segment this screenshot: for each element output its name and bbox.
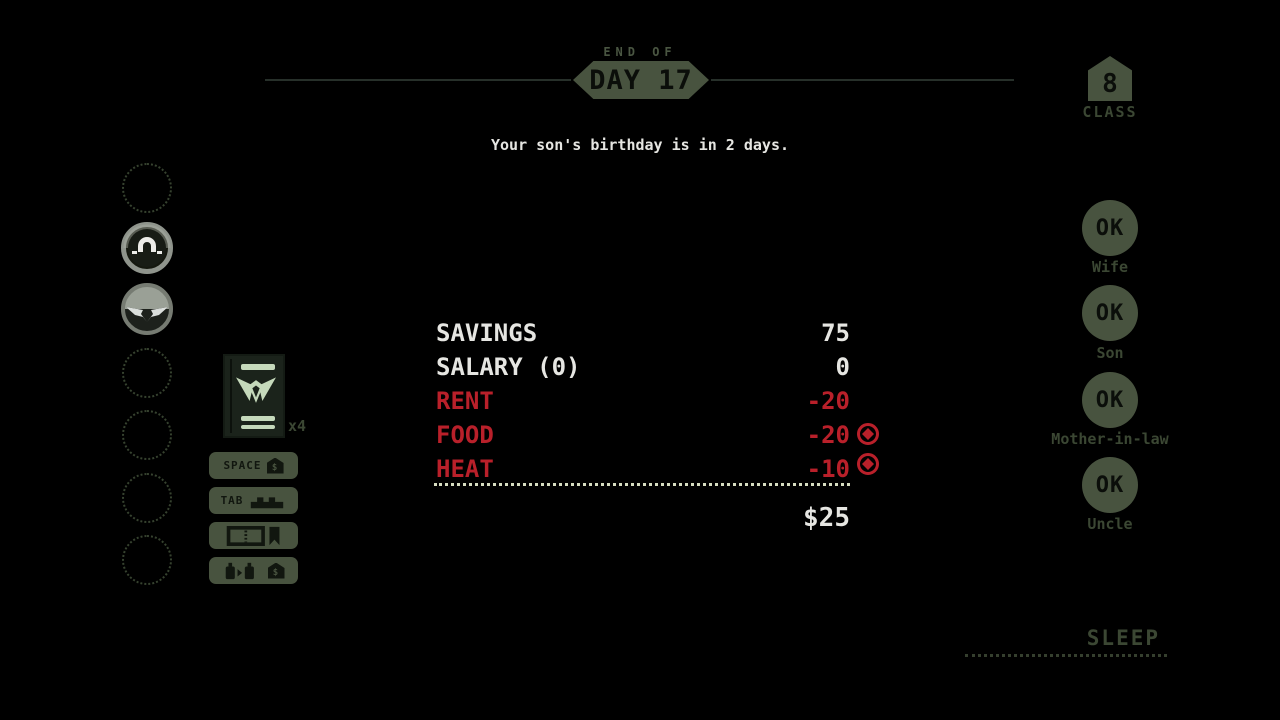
move-belongings-button[interactable]: $ [209,557,298,584]
token-slot-empty-2 [122,348,172,398]
space-key-label: SPACE [223,459,262,472]
budget-label: HEAT [436,455,494,483]
rulebook-button[interactable] [209,522,298,549]
budget-label: FOOD [436,421,494,449]
budget-value: -20 [806,387,850,415]
passport-text-bar-2 [241,425,275,429]
token-slot-empty-1 [122,163,172,213]
passport-eagle-icon [236,377,276,403]
class-house-icon: 8 [1088,56,1132,101]
tab-checkpoint-button[interactable]: TAB [209,487,298,514]
budget-total-divider [434,483,850,486]
member-name-mother-in-law: Mother-in-law [1051,430,1169,448]
space-upgrade-button[interactable]: SPACE $ [209,452,298,479]
header-divider-left [265,79,571,81]
token-slot-empty-5 [122,535,172,585]
passport-title-bar [241,364,275,370]
budget-row-food: FOOD -20 [434,421,850,449]
food-toggle-button[interactable] [857,423,879,445]
budget-total: $25 [803,503,850,533]
budget-row-heat: HEAT -10 [434,455,850,483]
passport-count: x4 [288,417,307,435]
budget-row-savings: SAVINGS 75 [434,319,850,347]
budget-label: SALARY (0) [436,353,581,381]
class-number: 8 [1102,69,1118,99]
status-badge-wife: OK [1082,200,1138,256]
food-toggle-icon [857,423,879,445]
end-of-label: END OF [603,45,677,59]
passport-spine [230,359,232,433]
crest-medallion-icon [120,221,174,275]
budget-row-salary: SALARY (0) 0 [434,353,850,381]
day-banner: DAY 17 [573,61,709,99]
budget-value: 0 [835,353,850,381]
budget-value: -10 [806,455,850,483]
heat-toggle-button[interactable] [857,453,879,475]
token-slot-empty-3 [122,410,172,460]
budget-value: -20 [806,421,850,449]
tab-key-label: TAB [220,494,244,507]
passport-text-bar-1 [241,416,275,421]
status-badge-mother-in-law: OK [1082,372,1138,428]
budget-label: RENT [436,387,494,415]
header-divider-right [711,79,1014,81]
class-house-icon: $ [266,457,284,474]
sleep-underline [965,654,1167,657]
member-name-uncle: Uncle [1087,515,1133,533]
rulebook-bookmark-icon [226,525,279,546]
status-badge-uncle: OK [1082,457,1138,513]
budget-row-rent: RENT -20 [434,387,850,415]
budget-label: SAVINGS [436,319,538,347]
passport-booklet [223,354,285,438]
member-name-son: Son [1096,344,1124,362]
class-house-icon: $ [267,562,285,579]
member-name-wife: Wife [1091,258,1129,276]
event-message: Your son's birthday is in 2 days. [490,136,789,154]
border-gate-icon [251,496,284,508]
eagle-medallion-icon [120,282,174,336]
token-slot-empty-4 [122,473,172,523]
heat-toggle-icon [857,453,879,475]
move-belongings-icon [225,562,254,579]
status-badge-son: OK [1082,285,1138,341]
day-title: DAY 17 [589,64,693,96]
sleep-button[interactable]: SLEEP [1086,626,1160,650]
class-label: CLASS [1082,103,1138,121]
budget-value: 75 [821,319,850,347]
